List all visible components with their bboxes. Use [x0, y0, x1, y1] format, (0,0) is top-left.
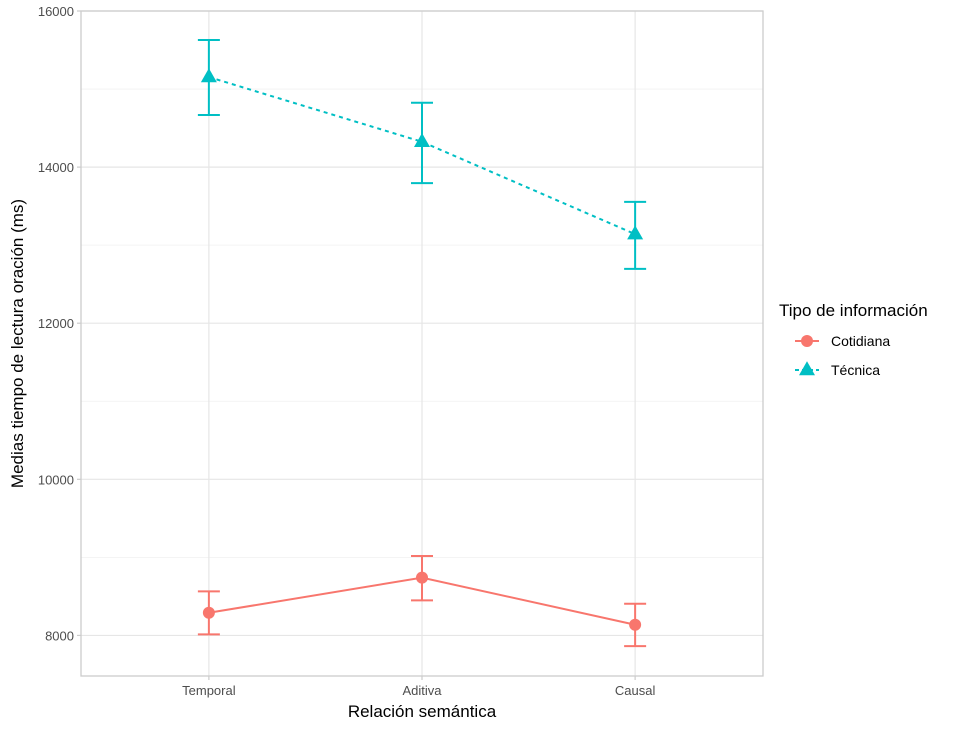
legend-label: Cotidiana	[831, 333, 890, 349]
data-point	[202, 606, 215, 619]
legend-title: Tipo de información	[779, 301, 928, 320]
data-point	[200, 68, 217, 83]
x-axis: Temporal Aditiva Causal	[182, 676, 655, 698]
y-axis: 8000 10000 12000 14000 16000	[38, 4, 81, 643]
x-axis-title: Relación semántica	[348, 702, 497, 721]
x-tick-label: Aditiva	[402, 683, 442, 698]
series-line-tecnica	[208, 76, 636, 236]
y-tick-label: 16000	[38, 4, 74, 19]
data-point	[416, 571, 428, 584]
y-tick-label: 8000	[45, 628, 74, 643]
y-tick-label: 10000	[38, 472, 74, 487]
x-tick-label: Temporal	[182, 683, 236, 698]
series-layer	[197, 39, 647, 648]
series-cotidiana	[197, 555, 647, 648]
y-tick-label: 12000	[38, 316, 74, 331]
y-tick-label: 14000	[38, 160, 74, 175]
x-tick-label: Causal	[615, 683, 656, 698]
data-point	[414, 133, 430, 148]
series-tecnica	[197, 39, 647, 270]
legend-circle-icon	[801, 335, 813, 347]
legend: Tipo de información Cotidiana Técnica	[779, 301, 928, 378]
legend-item: Técnica	[795, 361, 880, 378]
y-axis-title: Medias tiempo de lectura oración (ms)	[8, 199, 27, 488]
data-point	[629, 618, 642, 631]
legend-item: Cotidiana	[795, 333, 890, 349]
legend-label: Técnica	[831, 362, 880, 378]
data-point	[627, 225, 644, 240]
legend-triangle-icon	[799, 361, 815, 376]
